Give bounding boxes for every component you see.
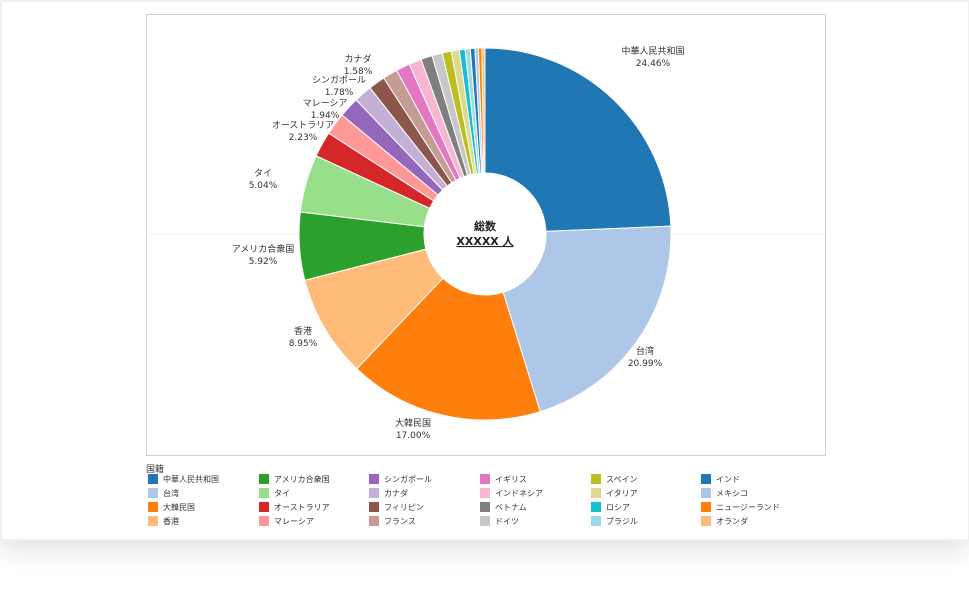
legend-item[interactable]: インド	[701, 473, 740, 485]
slice-label: 台湾	[636, 345, 654, 357]
legend-swatch	[148, 502, 158, 512]
legend-label: イタリア	[606, 488, 638, 498]
legend-swatch	[701, 502, 711, 512]
legend-swatch	[701, 516, 711, 526]
legend-item[interactable]: 大韓民国	[148, 501, 195, 513]
legend-item[interactable]: カナダ	[369, 487, 408, 499]
slice-value-label: 5.92%	[249, 257, 278, 267]
slice-value-label: 20.99%	[628, 359, 663, 369]
legend-label: ロシア	[606, 502, 630, 512]
legend-item[interactable]: マレーシア	[259, 515, 314, 527]
legend-item[interactable]: タイ	[259, 487, 290, 499]
legend-label: オーストラリア	[274, 502, 330, 512]
legend-label: カナダ	[384, 488, 408, 498]
legend-label: 台湾	[163, 488, 179, 498]
legend-swatch	[259, 516, 269, 526]
legend-swatch	[480, 502, 490, 512]
slice-value-label: 5.04%	[249, 181, 278, 191]
legend-swatch	[701, 474, 711, 484]
legend-label: アメリカ合衆国	[274, 474, 330, 484]
legend-label: インドネシア	[495, 488, 543, 498]
legend-item[interactable]: ブラジル	[591, 515, 638, 527]
legend-item[interactable]: フランス	[369, 515, 416, 527]
legend-label: フィリピン	[384, 502, 424, 512]
legend-label: インド	[716, 474, 740, 484]
legend-item[interactable]: アメリカ合衆国	[259, 473, 330, 485]
legend-swatch	[259, 474, 269, 484]
slice-value-label: 1.78%	[325, 88, 354, 98]
legend-item[interactable]: 中華人民共和国	[148, 473, 219, 485]
slice-label: タイ	[254, 168, 272, 179]
legend-swatch	[369, 488, 379, 498]
legend-item[interactable]: フィリピン	[369, 501, 424, 513]
legend-item[interactable]: オーストラリア	[259, 501, 330, 513]
slice-label: カナダ	[344, 53, 371, 65]
slice-label: アメリカ合衆国	[232, 243, 295, 255]
legend-swatch	[591, 502, 601, 512]
legend-swatch	[148, 488, 158, 498]
slice-label: シンガポール	[312, 75, 366, 86]
legend-swatch	[701, 488, 711, 498]
slice-label: 大韓民国	[395, 417, 431, 429]
legend-swatch	[480, 516, 490, 526]
legend-item[interactable]: ニュージーランド	[701, 501, 780, 513]
legend-swatch	[148, 474, 158, 484]
slice-value-label: 1.58%	[344, 67, 373, 77]
legend-item[interactable]: イタリア	[591, 487, 638, 499]
legend-item[interactable]: ベトナム	[480, 501, 527, 513]
legend-swatch	[148, 516, 158, 526]
legend-label: メキシコ	[716, 488, 748, 498]
legend-swatch	[259, 502, 269, 512]
legend-label: 大韓民国	[163, 502, 195, 512]
legend-swatch	[480, 488, 490, 498]
legend-label: 香港	[163, 516, 179, 526]
slice-label: 香港	[294, 325, 312, 337]
donut-hole	[424, 173, 546, 295]
slice-value-label: 24.46%	[636, 59, 671, 69]
legend-swatch	[591, 516, 601, 526]
legend-label: シンガポール	[384, 474, 432, 484]
legend-swatch	[591, 474, 601, 484]
legend-label: ブラジル	[606, 516, 638, 526]
legend-label: ドイツ	[495, 516, 519, 526]
donut-chart: 中華人民共和国 24.46% 台湾 20.99% 大韓民国 17.00% 香港 8.95% アメ…	[146, 45, 825, 441]
legend-item[interactable]: メキシコ	[701, 487, 748, 499]
legend-label: ニュージーランド	[716, 502, 780, 512]
chart-card: 中華人民共和国 24.46% 台湾 20.99% 大韓民国 17.00% 香港 8.95% アメ…	[0, 0, 969, 541]
legend-item[interactable]: ロシア	[591, 501, 630, 513]
legend-swatch	[259, 488, 269, 498]
slice-label: オーストラリア	[272, 120, 335, 131]
legend-swatch	[480, 474, 490, 484]
legend-label: タイ	[274, 488, 290, 498]
slice-label: マレーシア	[303, 99, 348, 109]
legend-swatch	[369, 474, 379, 484]
legend-swatch	[369, 502, 379, 512]
legend-item[interactable]: ドイツ	[480, 515, 519, 527]
legend-item[interactable]: 香港	[148, 515, 179, 527]
legend: 中華人民共和国 アメリカ合衆国 シンガポール イギリス スペイン インド台湾 タイ カナダ イン…	[148, 473, 828, 529]
legend-swatch	[591, 488, 601, 498]
legend-label: ベトナム	[495, 502, 527, 512]
legend-item[interactable]: スペイン	[591, 473, 637, 485]
legend-item[interactable]: シンガポール	[369, 473, 432, 485]
legend-label: オランダ	[716, 516, 748, 526]
slice-label: 中華人民共和国	[621, 45, 684, 57]
legend-label: マレーシア	[274, 516, 314, 526]
legend-item[interactable]: イギリス	[480, 473, 527, 485]
slice-value-label: 8.95%	[289, 339, 318, 349]
legend-title: 国籍	[146, 465, 165, 475]
legend-label: フランス	[384, 516, 416, 526]
legend-item[interactable]: 台湾	[148, 487, 179, 499]
legend-label: スペイン	[606, 474, 638, 484]
legend-item[interactable]: インドネシア	[480, 487, 543, 499]
center-value: XXXXX 人	[456, 234, 514, 248]
legend-label: イギリス	[495, 474, 527, 484]
legend-label: 中華人民共和国	[163, 474, 219, 484]
slice-value-label: 1.94%	[311, 111, 340, 121]
legend-item[interactable]: オランダ	[701, 515, 748, 527]
center-title: 総数	[474, 219, 497, 233]
legend-swatch	[369, 516, 379, 526]
slice-value-label: 17.00%	[396, 431, 431, 441]
slice-value-label: 2.23%	[289, 133, 318, 143]
